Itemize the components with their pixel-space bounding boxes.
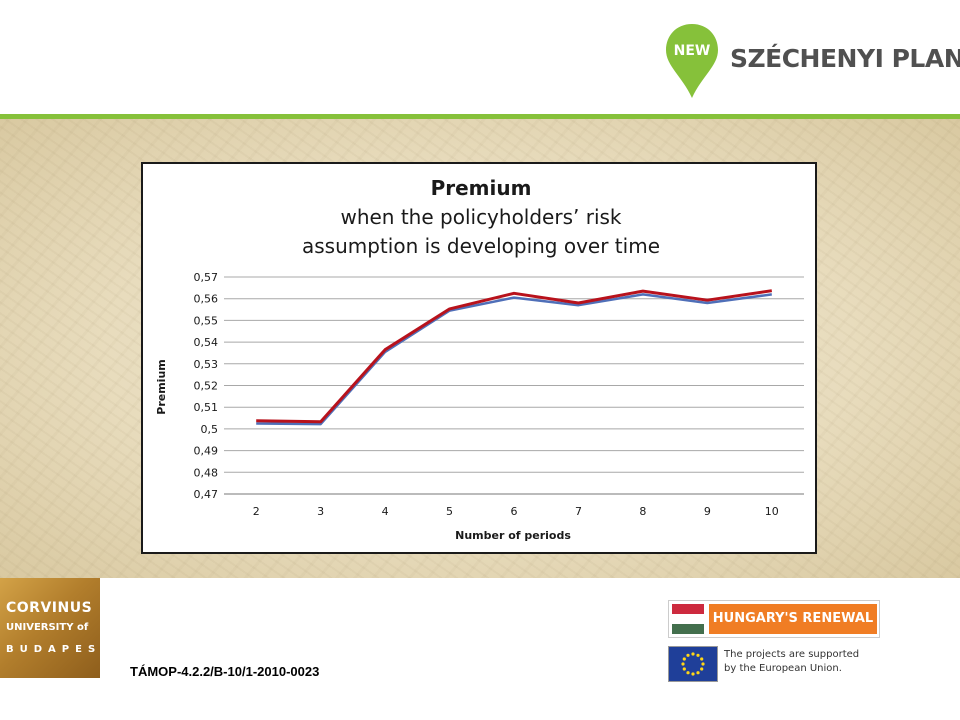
eu-support-line2: by the European Union. <box>724 663 842 674</box>
y-tick-label: 0,51 <box>194 401 219 414</box>
y-tick-label: 0,5 <box>201 423 219 436</box>
eu-star <box>696 653 700 657</box>
map-pin-icon: NEW <box>666 24 718 98</box>
y-tick-label: 0,49 <box>194 445 219 458</box>
y-tick-label: 0,52 <box>194 380 219 393</box>
corvinus-line2: UNIVERSITY of <box>6 622 89 633</box>
corvinus-line3: BUDAPEST <box>6 644 114 655</box>
eu-flag-icon <box>668 646 718 682</box>
x-tick-label: 8 <box>639 505 646 518</box>
x-tick-label: 7 <box>575 505 582 518</box>
x-tick-labels: 2 3 4 5 6 7 8 9 10 <box>253 505 779 518</box>
series-line-2 <box>256 289 773 424</box>
y-tick-labels: 0,47 0,48 0,49 0,5 0,51 0,52 0,53 0,54 0,55 0,56 0… <box>194 271 219 501</box>
x-tick-label: 4 <box>382 505 389 518</box>
x-tick-label: 2 <box>253 505 260 518</box>
y-tick-label: 0,53 <box>194 358 219 371</box>
eu-star <box>686 671 690 675</box>
renewal-label: HUNGARY'S RENEWAL <box>709 604 877 634</box>
eu-star <box>682 667 686 671</box>
chart-title: Premium <box>431 176 532 200</box>
y-tick-label: 0,47 <box>194 488 219 501</box>
y-tick-label: 0,55 <box>194 314 219 327</box>
eu-star <box>700 657 704 661</box>
eu-star <box>681 662 685 666</box>
series-lines <box>256 289 773 426</box>
eu-star <box>701 662 705 666</box>
corvinus-line1: CORVINUS <box>6 600 93 616</box>
eu-star <box>682 657 686 661</box>
logo-pin-text: NEW <box>674 43 711 59</box>
szechenyi-plan-logo: NEW SZÉCHENYI PLAN <box>664 22 960 104</box>
hungarian-flag-icon <box>672 604 704 634</box>
chart-panel: Premium when the policyholders’ risk ass… <box>141 162 817 554</box>
eu-star <box>700 667 704 671</box>
x-tick-label: 5 <box>446 505 453 518</box>
line-chart: Premium when the policyholders’ risk ass… <box>155 176 804 542</box>
logo-wordmark: SZÉCHENYI PLAN <box>730 44 960 73</box>
x-tick-label: 3 <box>317 505 324 518</box>
eu-star <box>686 653 690 657</box>
project-code: TÁMOP-4.2.2/B-10/1-2010-0023 <box>130 664 320 679</box>
y-tick-label: 0,57 <box>194 271 219 284</box>
chart-subtitle-line1: when the policyholders’ risk <box>340 205 621 229</box>
series-line-1 <box>256 293 772 426</box>
eu-support-line1: The projects are supported <box>724 649 860 660</box>
eu-support-block: The projects are supported by the Europe… <box>668 646 898 682</box>
hungarys-renewal-banner: HUNGARY'S RENEWAL <box>668 600 880 638</box>
header-divider <box>0 114 960 119</box>
y-tick-label: 0,56 <box>194 293 219 306</box>
y-axis-label: Premium <box>155 359 168 414</box>
corvinus-logo: CORVINUS UNIVERSITY of BUDAPEST <box>0 578 108 678</box>
x-tick-label: 10 <box>765 505 779 518</box>
eu-star <box>691 672 695 676</box>
x-axis-label: Number of periods <box>455 529 571 542</box>
eu-star <box>691 652 695 656</box>
x-tick-label: 6 <box>511 505 518 518</box>
y-tick-label: 0,48 <box>194 466 219 479</box>
y-tick-label: 0,54 <box>194 336 219 349</box>
eu-support-text: The projects are supported by the Europe… <box>724 648 899 676</box>
chart-subtitle-line2: assumption is developing over time <box>302 234 660 258</box>
eu-star <box>696 671 700 675</box>
x-tick-label: 9 <box>704 505 711 518</box>
gridlines <box>224 276 804 495</box>
